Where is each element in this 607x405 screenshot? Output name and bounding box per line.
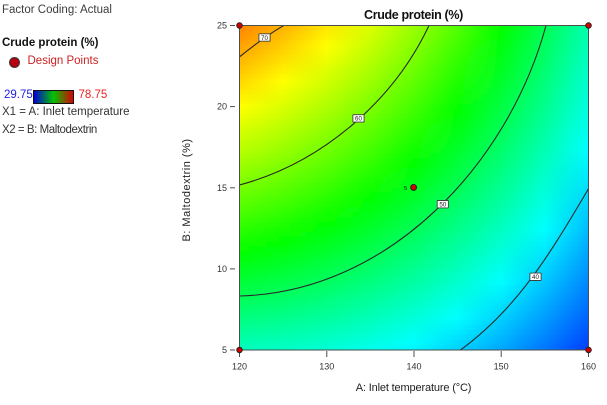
svg-text:130: 130 bbox=[319, 361, 334, 371]
svg-text:120: 120 bbox=[232, 361, 247, 371]
svg-text:A: Inlet temperature (°C): A: Inlet temperature (°C) bbox=[356, 382, 472, 394]
svg-text:20: 20 bbox=[217, 102, 227, 112]
svg-text:40: 40 bbox=[532, 274, 539, 281]
svg-text:25: 25 bbox=[217, 21, 227, 31]
svg-text:5: 5 bbox=[222, 345, 227, 355]
svg-text:160: 160 bbox=[581, 361, 596, 371]
svg-text:10: 10 bbox=[217, 264, 227, 274]
svg-text:60: 60 bbox=[355, 116, 362, 123]
svg-text:150: 150 bbox=[494, 361, 509, 371]
svg-text:Crude protein (%): Crude protein (%) bbox=[364, 8, 463, 22]
svg-text:15: 15 bbox=[217, 183, 227, 193]
svg-text:70: 70 bbox=[261, 35, 268, 42]
svg-text:5: 5 bbox=[404, 186, 407, 192]
svg-text:140: 140 bbox=[406, 361, 421, 371]
svg-text:50: 50 bbox=[439, 202, 446, 209]
svg-text:B: Maltodextrin (%): B: Maltodextrin (%) bbox=[181, 138, 193, 241]
